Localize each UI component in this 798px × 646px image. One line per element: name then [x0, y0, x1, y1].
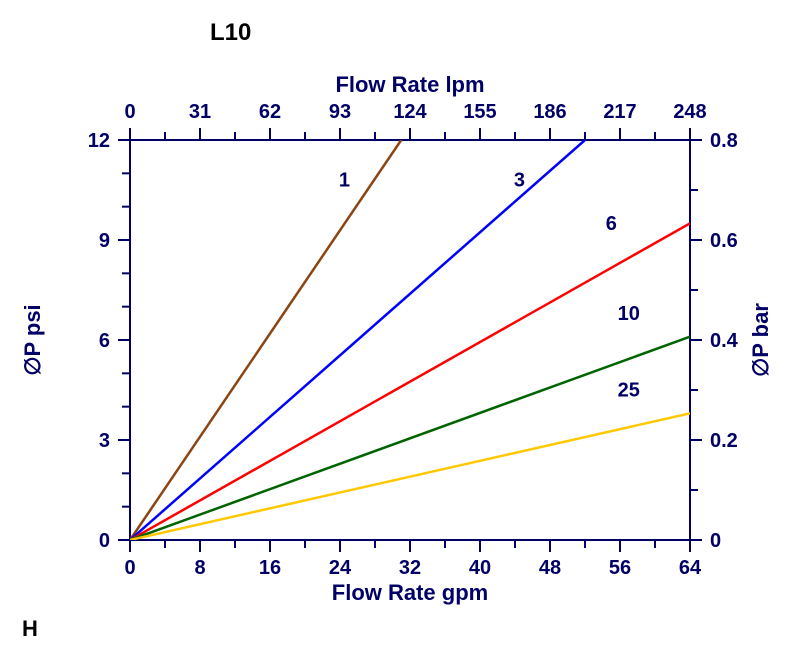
xb-tick-label: 48: [539, 557, 561, 579]
y-left-label: ∅P psi: [20, 304, 45, 375]
yl-tick-label: 3: [99, 430, 110, 452]
xb-tick-label: 8: [194, 557, 205, 579]
series-label-1: 1: [339, 170, 350, 192]
xt-tick-label: 155: [463, 101, 496, 123]
y-right-label: ∅P bar: [748, 303, 773, 377]
yr-tick-label: 0.6: [710, 230, 738, 252]
xb-tick-label: 64: [679, 557, 702, 579]
series-label-10: 10: [618, 303, 640, 325]
chart-svg: L100816243240485664Flow Rate gpm03162931…: [0, 0, 798, 646]
xt-tick-label: 62: [259, 101, 281, 123]
series-label-6: 6: [606, 213, 617, 235]
chart-container: L100816243240485664Flow Rate gpm03162931…: [0, 0, 798, 646]
xt-tick-label: 217: [603, 101, 636, 123]
yl-tick-label: 0: [99, 530, 110, 552]
yl-tick-label: 12: [88, 130, 110, 152]
xt-tick-label: 186: [533, 101, 566, 123]
xb-tick-label: 56: [609, 557, 631, 579]
yl-tick-label: 9: [99, 230, 110, 252]
x-top-label: Flow Rate lpm: [335, 72, 484, 97]
corner-label: H: [22, 616, 38, 641]
plot-area: [130, 140, 690, 540]
xb-tick-label: 32: [399, 557, 421, 579]
xt-tick-label: 93: [329, 101, 351, 123]
xb-tick-label: 40: [469, 557, 491, 579]
series-label-25: 25: [618, 380, 640, 402]
yr-tick-label: 0.4: [710, 330, 739, 352]
yr-tick-label: 0.2: [710, 430, 738, 452]
yl-tick-label: 6: [99, 330, 110, 352]
series-label-3: 3: [514, 170, 525, 192]
xb-tick-label: 0: [124, 557, 135, 579]
xt-tick-label: 124: [393, 101, 427, 123]
xb-tick-label: 16: [259, 557, 281, 579]
xt-tick-label: 248: [673, 101, 706, 123]
xt-tick-label: 0: [124, 101, 135, 123]
series-line-25: [130, 413, 690, 540]
yr-tick-label: 0: [710, 530, 721, 552]
series-line-1: [130, 140, 401, 540]
x-bottom-label: Flow Rate gpm: [332, 580, 488, 605]
series-line-3: [130, 140, 585, 540]
yr-tick-label: 0.8: [710, 130, 738, 152]
series-line-10: [130, 337, 690, 540]
xb-tick-label: 24: [329, 557, 352, 579]
series-line-6: [130, 223, 690, 540]
xt-tick-label: 31: [189, 101, 211, 123]
chart-title: L10: [210, 19, 251, 46]
